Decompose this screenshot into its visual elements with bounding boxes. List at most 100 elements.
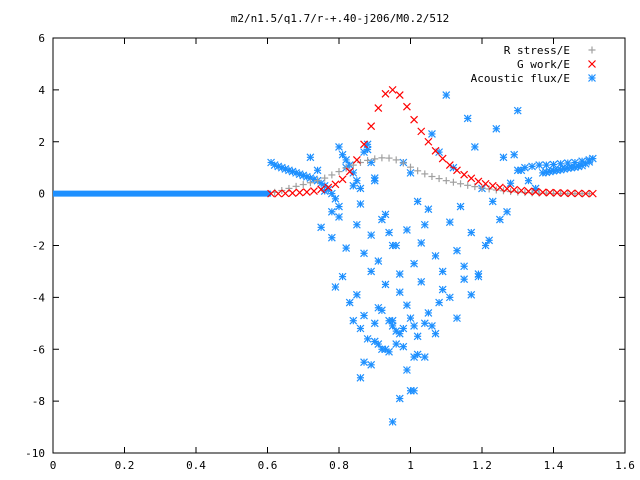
data-point [410,115,418,124]
data-point [388,321,397,330]
data-point [517,186,526,195]
data-point [377,306,386,315]
data-point [585,190,593,198]
data-point [453,246,461,255]
data-point [385,154,393,162]
data-point [467,228,476,237]
data-point [314,177,322,185]
data-point [495,215,504,224]
data-point [327,233,336,242]
data-point [299,181,307,189]
data-point [370,337,379,346]
data-point [331,283,340,291]
y-tick-label: 4 [38,84,45,97]
data-point [378,154,386,162]
data-point [538,168,547,177]
data-point [317,223,326,232]
data-point [406,314,415,323]
legend-marker [588,74,596,82]
data-point [327,207,336,216]
data-point [388,241,397,250]
data-point [442,177,450,185]
data-point [420,353,429,361]
data-point [403,301,411,310]
data-point [395,329,404,338]
data-point [524,187,533,196]
data-point [338,272,347,281]
data-point [403,366,411,374]
data-point [428,130,436,138]
data-point [431,146,440,155]
data-point [531,184,540,193]
data-point [420,220,429,229]
data-point [438,285,447,294]
data-point [381,89,390,98]
data-point [335,202,343,211]
data-point [367,122,376,131]
data-point [424,137,433,146]
data-point [420,319,429,328]
x-tick-label: 0 [50,459,57,472]
y-tick-label: -10 [25,447,45,460]
data-point [478,184,486,192]
data-point [274,189,283,198]
data-point [442,91,451,99]
data-point [481,179,490,188]
x-tick-label: 0.4 [186,459,206,472]
data-point [549,160,558,169]
data-point [302,188,311,196]
data-point [360,358,368,367]
data-point [438,154,447,163]
data-point [338,175,347,184]
plot-frame [52,37,626,454]
data-point [528,162,536,171]
data-point [288,189,297,198]
data-point [388,85,397,94]
data-point [295,188,304,197]
data-point [445,161,454,170]
data-point [395,270,404,278]
data-point [321,174,329,182]
data-point [574,189,583,198]
data-point [356,159,364,166]
data-point [363,145,372,154]
legend-label: Acoustic flux/E [471,72,570,85]
data-point [392,340,401,348]
y-tick-label: 2 [38,136,45,149]
data-point [560,189,569,198]
data-point [495,183,504,192]
data-point [474,270,483,278]
chart-marks [53,85,597,426]
data-point [313,166,322,175]
data-point [410,353,418,361]
data-point [467,174,476,183]
data-point [428,321,436,330]
data-point [488,197,497,206]
data-point [342,244,351,253]
data-point [445,293,454,302]
data-point [292,182,300,190]
data-point [524,176,533,185]
data-point [349,316,358,325]
data-point [385,316,393,325]
x-tick-label: 1.2 [472,459,492,472]
data-point [481,241,490,250]
data-point [492,124,501,133]
data-point [463,114,472,123]
baseline-band [53,190,272,197]
data-point [392,156,400,164]
data-point [417,238,426,247]
data-point [424,309,433,317]
data-point [328,171,336,179]
data-point [542,161,551,170]
data-point [395,394,404,403]
data-point [445,218,454,227]
data-point [435,175,443,183]
data-point [403,102,411,111]
y-tick-label: 0 [38,188,45,201]
data-point [567,189,576,198]
data-point [410,321,418,330]
data-point [317,185,326,194]
data-point [467,290,476,299]
data-point [510,150,519,159]
